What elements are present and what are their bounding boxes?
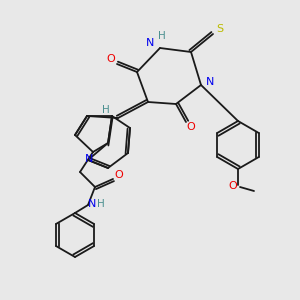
Text: O: O bbox=[187, 122, 195, 132]
Text: S: S bbox=[216, 24, 224, 34]
Text: N: N bbox=[206, 77, 214, 87]
Text: H: H bbox=[97, 199, 105, 209]
Text: O: O bbox=[106, 54, 116, 64]
Text: H: H bbox=[158, 31, 166, 41]
Text: N: N bbox=[146, 38, 154, 48]
Text: O: O bbox=[229, 181, 237, 191]
Text: N: N bbox=[88, 199, 96, 209]
Text: H: H bbox=[102, 105, 110, 115]
Text: N: N bbox=[85, 154, 93, 164]
Text: O: O bbox=[115, 170, 123, 180]
